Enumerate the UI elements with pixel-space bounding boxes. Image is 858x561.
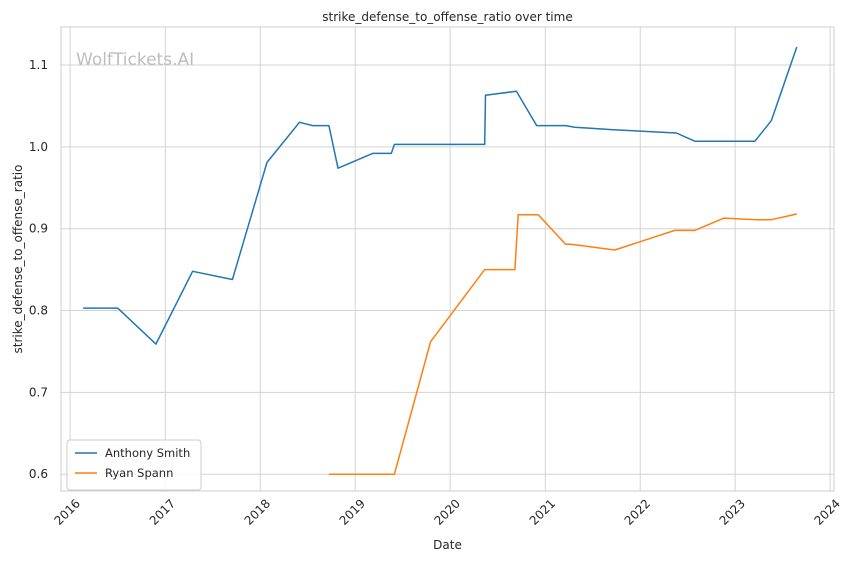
legend-box	[66, 439, 202, 491]
y-tick-label: 0.8	[29, 304, 48, 318]
y-tick-label: 0.6	[29, 467, 48, 481]
series-layer	[83, 46, 798, 475]
series-line-ryan-spann	[328, 213, 797, 475]
watermark: WolfTickets.AI	[76, 50, 194, 70]
legend: Anthony Smith Ryan Spann	[66, 439, 202, 491]
y-axis-title: strike_defense_to_offense_ratio	[11, 165, 25, 354]
plot-frame	[60, 26, 835, 492]
y-tick-label: 0.7	[29, 385, 48, 399]
legend-label: Anthony Smith	[105, 446, 190, 460]
y-tick-label: 1.0	[29, 140, 48, 154]
chart-title: strike_defense_to_offense_ratio over tim…	[322, 10, 572, 24]
series-line-anthony-smith	[83, 46, 798, 345]
grid	[61, 27, 834, 491]
y-tick-labels: 0.6 0.7 0.8 0.9 1.0 1.1	[29, 58, 48, 481]
y-tick-label: 1.1	[29, 58, 48, 72]
x-axis-title: Date	[433, 538, 462, 552]
y-tick-label: 0.9	[29, 222, 48, 236]
legend-label: Ryan Spann	[105, 466, 173, 480]
